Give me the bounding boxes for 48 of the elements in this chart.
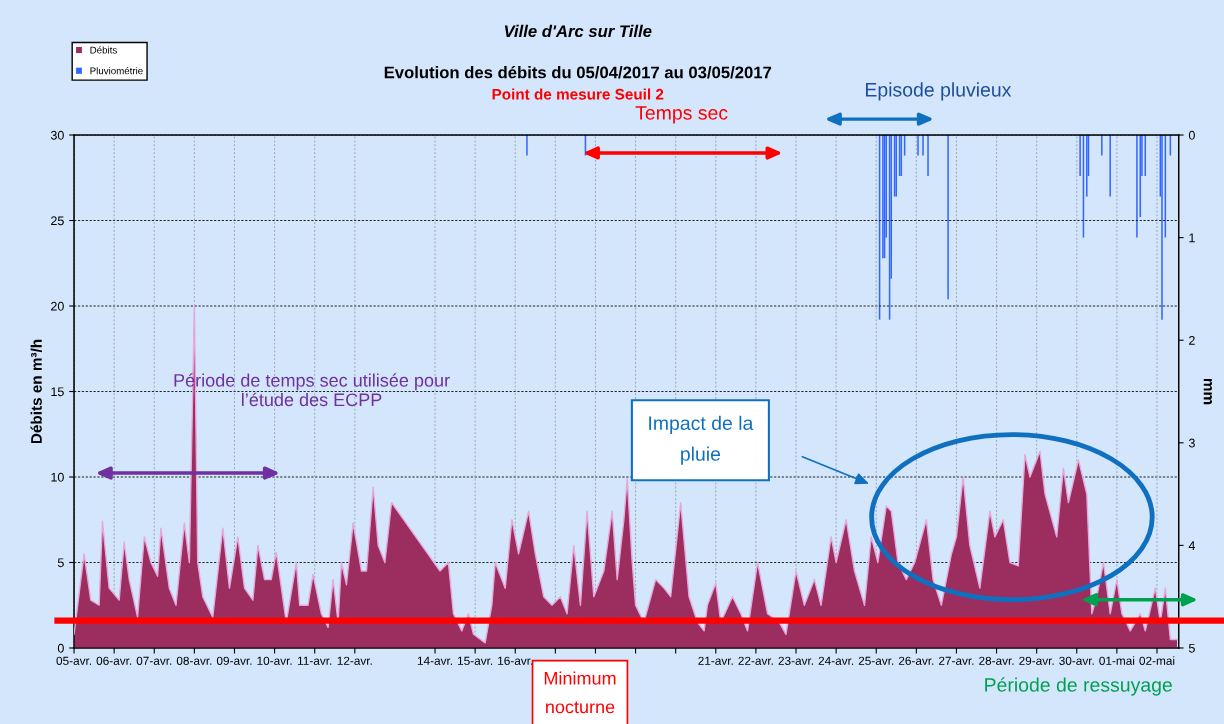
y2-tick-label: 1 [1189, 233, 1195, 243]
x-tick-label: 29-avr. [1019, 656, 1054, 665]
y-tick-label: 25 [51, 216, 64, 226]
text: Point de mesure Seuil 2 [492, 88, 664, 100]
x-tick-label: 02-mai [1139, 656, 1175, 665]
x-tick-label: 26-avr. [898, 656, 934, 665]
x-tick-label: 22-avr. [738, 656, 773, 665]
chart-subtitle: Evolution des débits du 05/04/2017 au 03/05/2017 [384, 65, 772, 79]
y-axis-title: Débits en m³/h [30, 339, 43, 444]
x-tick-label: 30-avr. [1059, 656, 1094, 665]
x-tick-label: 07-avr. [136, 656, 172, 665]
x-tick-label: 10-avr. [257, 656, 292, 665]
x-tick-label: 06-avr. [96, 656, 132, 665]
ref-line-label: Minimum nocturne [544, 671, 616, 714]
y2-axis-title: mm [1203, 378, 1212, 405]
x-tick-label: 15-avr. [457, 656, 493, 665]
y-tick-label: 15 [51, 387, 64, 397]
text: Temps sec [635, 106, 728, 124]
chart-title: Ville d'Arc sur Tille [504, 24, 652, 38]
y-tick-label: 0 [57, 643, 64, 653]
legend-label: Pluviométrie [90, 67, 143, 75]
y2-tick-label: 0 [1188, 130, 1195, 140]
y2-tick-label: 2 [1189, 336, 1195, 345]
y-tick-label: 5 [57, 558, 64, 568]
x-tick-label: 23-avr. [778, 656, 813, 665]
x-tick-label: 08-avr. [176, 656, 212, 665]
x-tick-label: 16-avr. [498, 656, 533, 665]
x-tick-label: 25-avr. [858, 656, 894, 665]
x-tick-label: 12-avr. [337, 656, 372, 665]
y-tick-label: 20 [51, 301, 64, 311]
x-tick-label: 09-avr. [216, 656, 252, 665]
annotation: Impact de la pluie [649, 415, 754, 465]
text: Episode pluvieux [865, 82, 1012, 101]
legend-label: Débits [90, 46, 117, 54]
x-tick-label: 27-avr. [938, 656, 974, 665]
y2-tick-label: 3 [1188, 438, 1195, 448]
x-tick-label: 05-avr. [56, 656, 92, 665]
text: Période de ressuyage [985, 677, 1172, 696]
y2-tick-label: 5 [1188, 643, 1195, 653]
x-tick-label: 14-avr. [417, 656, 452, 665]
y-tick-label: 10 [51, 472, 64, 482]
x-tick-label: 01-mai [1099, 656, 1135, 665]
x-tick-label: 28-avr. [979, 656, 1014, 665]
y-tick-label: 30 [50, 130, 64, 140]
x-tick-label: 21-avr. [698, 656, 733, 665]
x-tick-label: 24-avr. [818, 656, 854, 665]
x-tick-label: 11-avr. [297, 656, 332, 665]
y2-tick-label: 4 [1188, 541, 1196, 550]
